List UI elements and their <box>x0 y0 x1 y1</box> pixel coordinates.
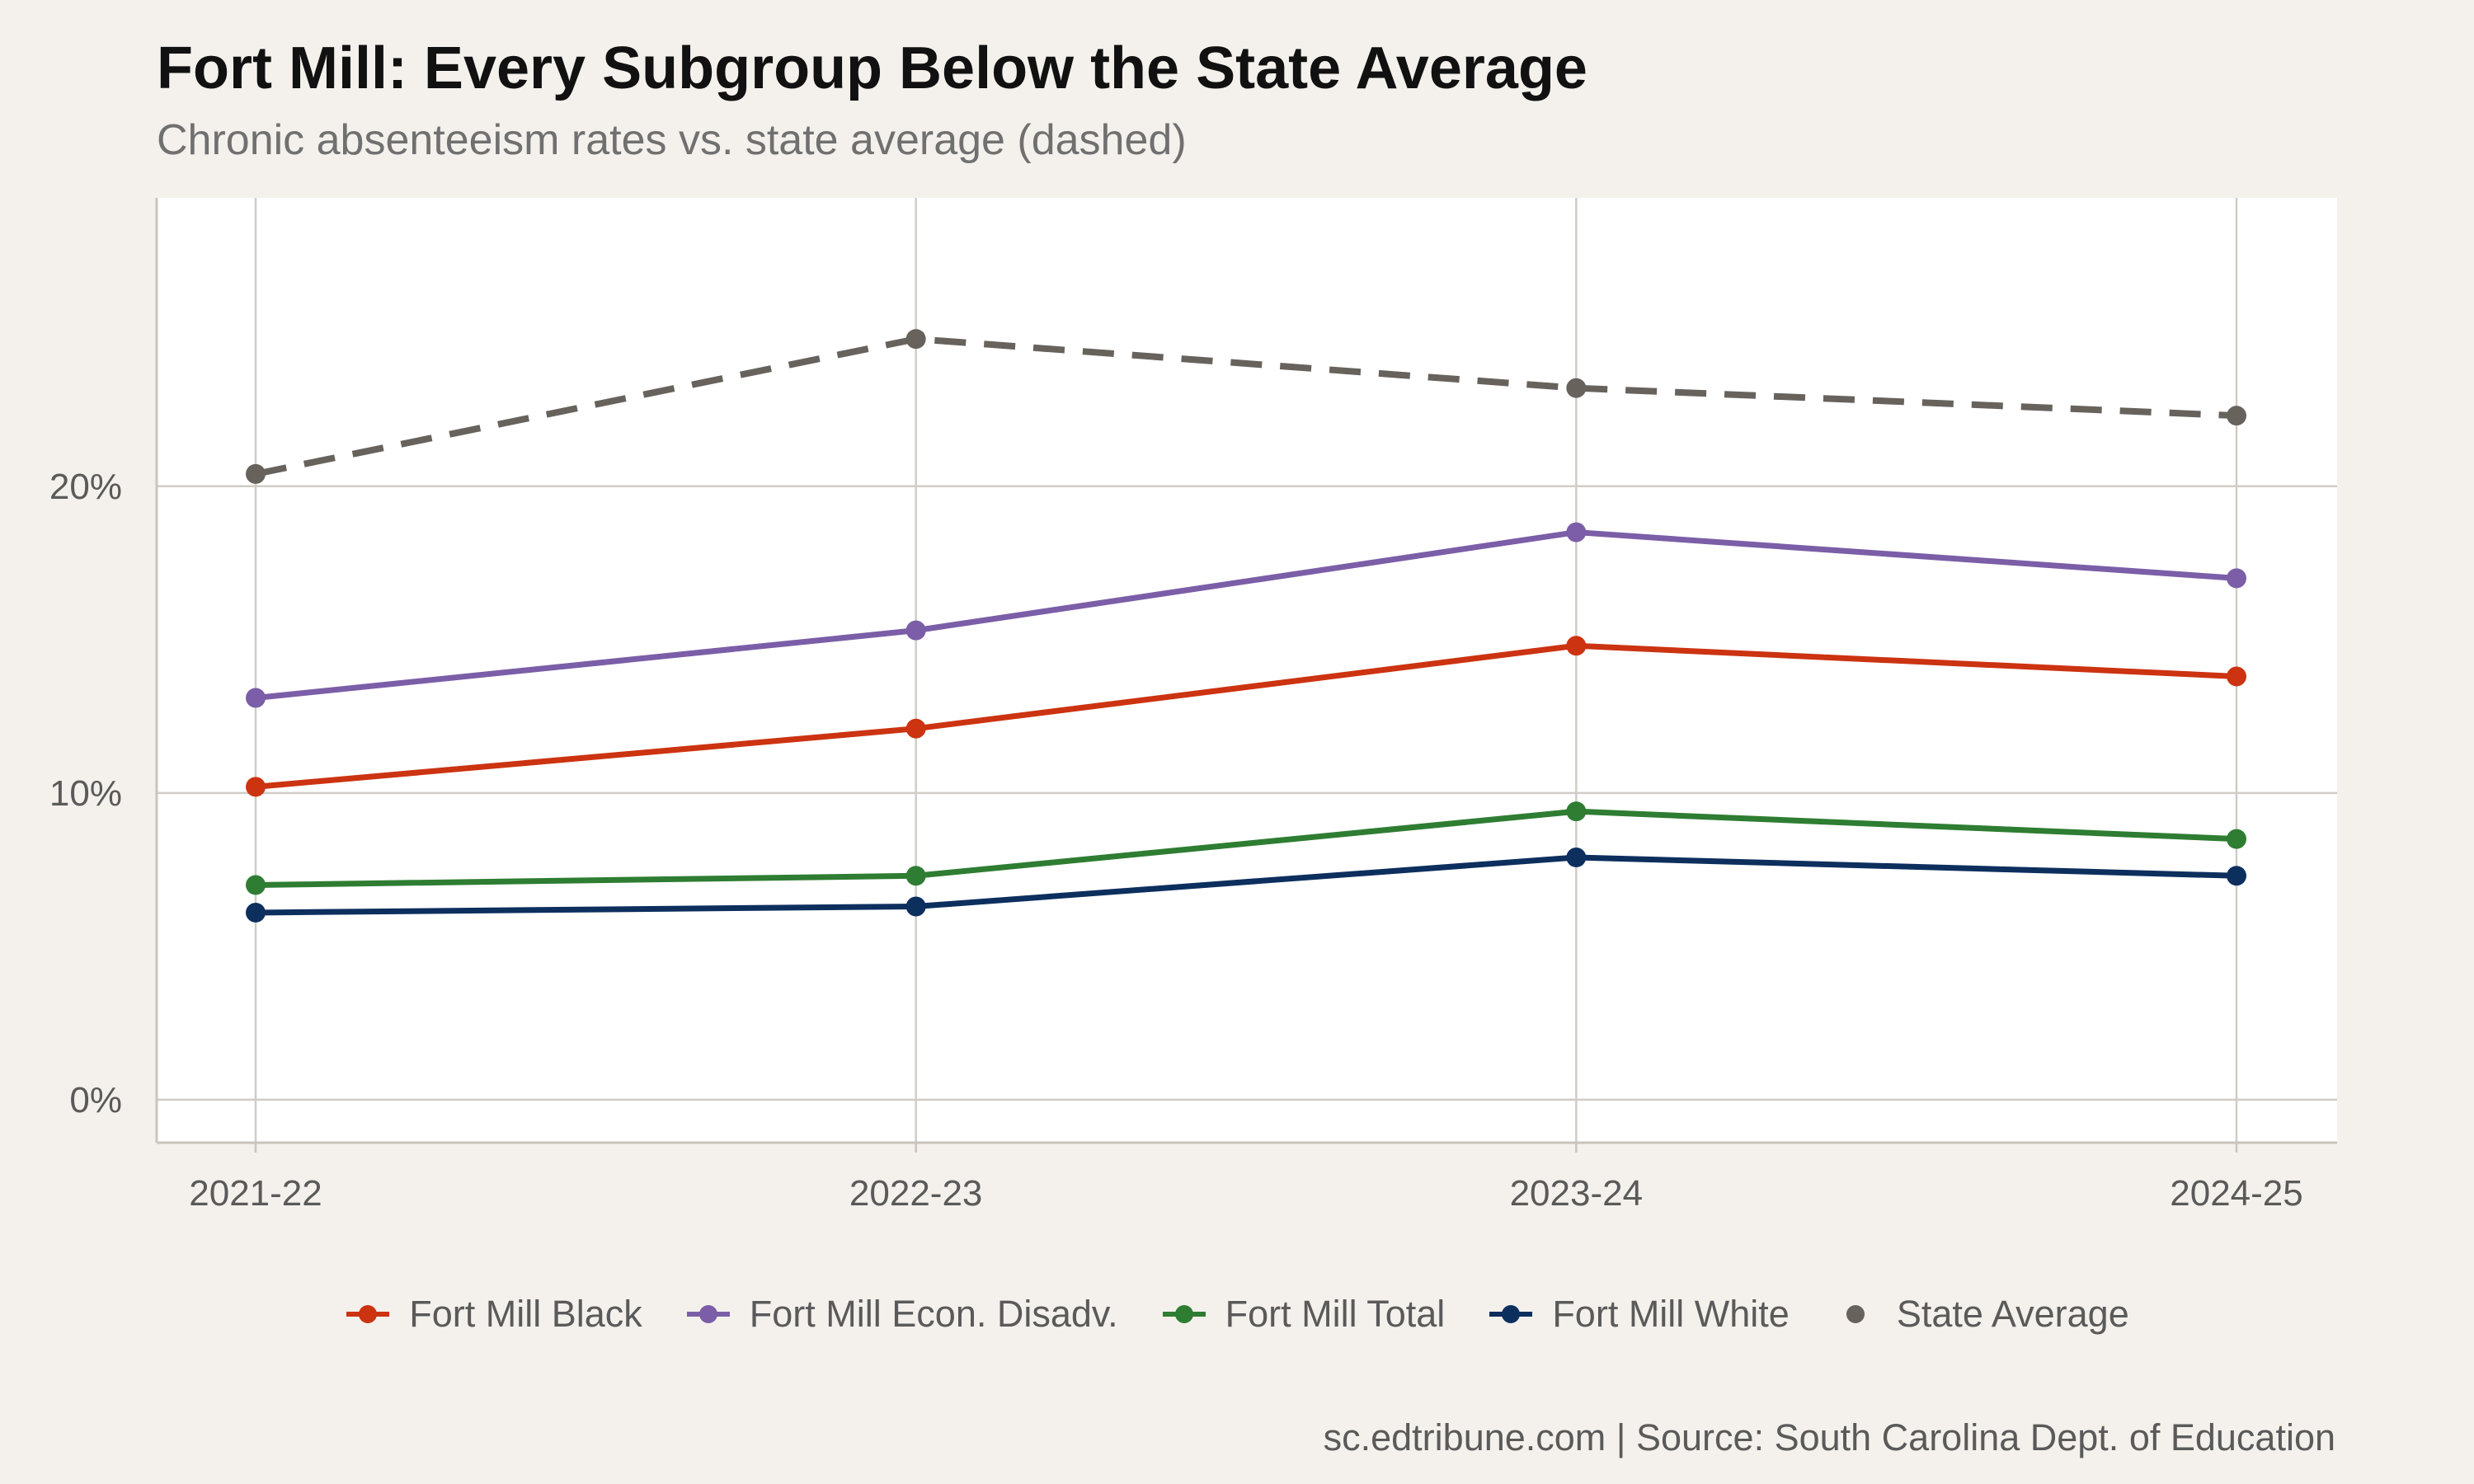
legend-key-point <box>359 1305 378 1323</box>
y-tick-label: 10% <box>49 773 122 814</box>
data-point <box>1566 636 1587 656</box>
tick-labels: 0% 10% 20% 2021-22 2022-23 2023-24 2024-25 <box>49 467 2303 1214</box>
chart-caption: sc.edtribune.com | Source: South Carolin… <box>1323 1416 2335 1458</box>
data-point <box>1566 522 1587 542</box>
legend-key-point <box>698 1305 717 1323</box>
data-point <box>2227 866 2246 886</box>
data-point <box>2227 666 2246 687</box>
legend: Fort Mill Black Fort Mill Econ. Disadv. Fo… <box>0 1293 2474 1336</box>
data-point <box>246 777 266 797</box>
x-tick-label: 2022-23 <box>849 1173 982 1214</box>
y-tick-label: 20% <box>49 467 122 507</box>
series-group <box>246 801 2246 895</box>
data-point <box>2227 406 2246 426</box>
series-group <box>246 329 2246 484</box>
series-line <box>255 642 2237 790</box>
chart-subtitle: Chronic absenteeism rates vs. state aver… <box>157 116 1187 164</box>
series-group <box>246 847 2246 923</box>
axes <box>155 198 2337 1153</box>
data-point <box>905 866 926 886</box>
legend-key <box>346 1305 390 1323</box>
data-point <box>2227 829 2246 849</box>
y-tick-label: 0% <box>69 1080 122 1120</box>
legend-label: Fort Mill White <box>1552 1293 1790 1335</box>
legend-label: Fort Mill Black <box>409 1293 642 1335</box>
legend-label: Fort Mill Total <box>1225 1293 1446 1335</box>
legend-item: Fort Mill White <box>1488 1293 1790 1336</box>
legend-label: State Average <box>1896 1293 2129 1335</box>
data-point <box>1566 847 1587 867</box>
data-point <box>1566 801 1587 822</box>
data-point <box>905 718 926 739</box>
legend-item: Fort Mill Black <box>345 1293 642 1336</box>
legend-key <box>1489 1305 1533 1323</box>
series-lines <box>246 329 2246 923</box>
data-point <box>246 688 266 708</box>
legend-key-point <box>1502 1305 1521 1323</box>
legend-key <box>1846 1305 1865 1323</box>
legend-item: Fort Mill Total <box>1161 1293 1446 1336</box>
series-line <box>255 529 2237 701</box>
chart-title: Fort Mill: Every Subgroup Below the Stat… <box>157 35 1587 101</box>
plot-panel <box>157 198 2337 1143</box>
data-point <box>246 875 266 895</box>
legend-key-point <box>1846 1305 1865 1323</box>
series-line <box>255 854 2237 916</box>
legend-item: Fort Mill Econ. Disadv. <box>685 1293 1118 1336</box>
data-point <box>1566 378 1587 398</box>
data-point <box>2227 568 2246 589</box>
data-point <box>905 620 926 641</box>
series-line <box>255 336 2237 477</box>
legend-key-point <box>1174 1305 1193 1323</box>
legend-item: State Average <box>1832 1293 2129 1336</box>
data-point <box>246 463 266 484</box>
series-line <box>255 808 2237 888</box>
series-group <box>246 636 2246 797</box>
legend-key <box>1162 1305 1206 1323</box>
x-tick-label: 2023-24 <box>1510 1173 1643 1214</box>
legend-label: Fort Mill Econ. Disadv. <box>749 1293 1118 1335</box>
data-point <box>246 902 266 923</box>
x-tick-label: 2021-22 <box>189 1173 322 1214</box>
x-tick-label: 2024-25 <box>2170 1173 2302 1214</box>
series-group <box>246 522 2246 708</box>
data-point <box>905 329 926 350</box>
legend-key <box>686 1305 730 1323</box>
data-point <box>905 896 926 917</box>
